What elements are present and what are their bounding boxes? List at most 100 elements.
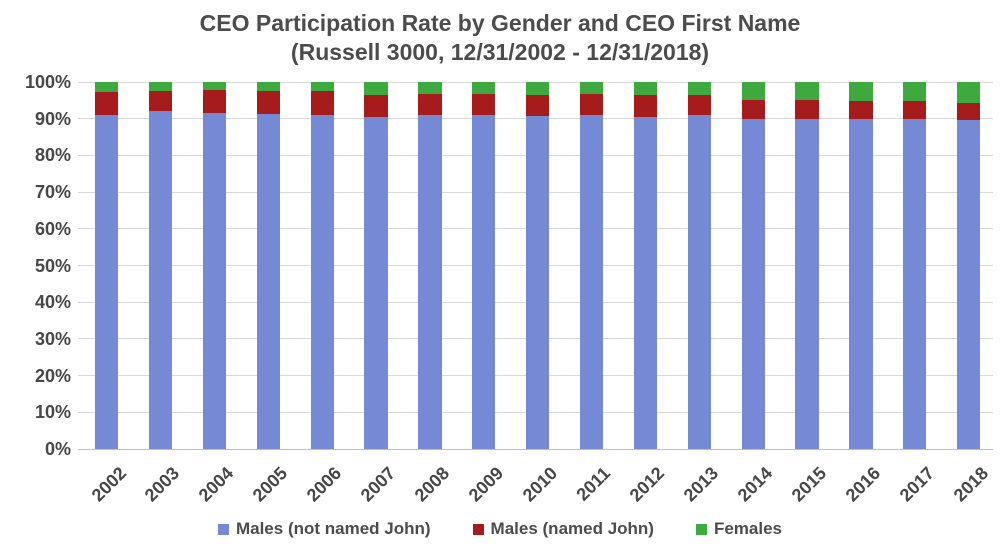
bar-segment-2017-males-not-named-john[interactable] xyxy=(903,118,927,449)
y-axis-label-30%: 30% xyxy=(34,328,71,349)
bar-2011[interactable] xyxy=(579,82,604,449)
legend-item-males-not-named-john[interactable]: Males (not named John) xyxy=(217,519,431,539)
chart-title-line1: CEO Participation Rate by Gender and CEO… xyxy=(199,10,801,36)
bar-2015[interactable] xyxy=(795,82,819,449)
y-axis-label-90%: 90% xyxy=(34,108,71,129)
bar-segment-2002-males-not-named-john[interactable] xyxy=(95,115,119,449)
bar-segment-2002-males-named-john[interactable] xyxy=(95,91,119,116)
legend-swatch-icon xyxy=(217,523,229,535)
legend-label: Males (not named John) xyxy=(235,519,431,538)
x-axis-label-2013: 2013 xyxy=(679,463,723,506)
bar-segment-2016-males-named-john[interactable] xyxy=(849,101,873,119)
x-axis-label-2011: 2011 xyxy=(572,463,615,505)
x-axis-label-2012: 2012 xyxy=(626,463,669,506)
bar-segment-2013-males-named-john[interactable] xyxy=(687,95,711,116)
bar-segment-2011-males-named-john[interactable] xyxy=(579,94,604,116)
x-axis-label-2002: 2002 xyxy=(87,463,130,506)
bar-segment-2018-females[interactable] xyxy=(957,82,981,103)
x-axis-label-2003: 2003 xyxy=(141,463,184,506)
bar-segment-2012-females[interactable] xyxy=(633,82,658,95)
bar-segment-2009-females[interactable] xyxy=(472,82,496,95)
y-axis-label-70%: 70% xyxy=(34,182,71,203)
legend-item-males-named-john[interactable]: Males (named John) xyxy=(472,519,654,539)
bar-segment-2007-males-named-john[interactable] xyxy=(364,94,388,118)
bar-segment-2017-males-named-john[interactable] xyxy=(903,101,927,119)
x-axis-label-2007: 2007 xyxy=(356,463,400,506)
bar-2010[interactable] xyxy=(526,82,550,449)
legend-label: Males (named John) xyxy=(490,519,654,538)
legend-item-females[interactable]: Females xyxy=(695,519,783,539)
bar-segment-2007-males-not-named-john[interactable] xyxy=(364,117,388,449)
bar-segment-2009-males-named-john[interactable] xyxy=(472,94,496,116)
y-axis-label-50%: 50% xyxy=(34,255,71,276)
bar-segment-2016-males-not-named-john[interactable] xyxy=(849,118,873,449)
x-axis-label-2015: 2015 xyxy=(787,463,831,506)
x-axis-label-2005: 2005 xyxy=(248,463,292,506)
bar-segment-2003-males-named-john[interactable] xyxy=(148,90,173,112)
bar-segment-2005-females[interactable] xyxy=(256,82,280,92)
bar-segment-2018-males-named-john[interactable] xyxy=(957,102,981,121)
bar-segment-2014-males-named-john[interactable] xyxy=(741,99,765,119)
gridline-100% xyxy=(78,81,993,83)
bar-2007[interactable] xyxy=(364,82,388,449)
x-axis-label-2014: 2014 xyxy=(733,463,777,506)
x-axis-label-2017: 2017 xyxy=(895,463,938,506)
bar-segment-2008-females[interactable] xyxy=(418,82,442,94)
bar-2004[interactable] xyxy=(202,82,227,449)
legend: Males (not named John) Males (named John)… xyxy=(0,519,1000,539)
bar-segment-2007-females[interactable] xyxy=(364,82,388,95)
bar-segment-2010-males-named-john[interactable] xyxy=(526,94,550,117)
bar-segment-2015-males-named-john[interactable] xyxy=(795,100,819,120)
bar-segment-2013-males-not-named-john[interactable] xyxy=(687,115,711,449)
bar-segment-2012-males-not-named-john[interactable] xyxy=(633,116,658,449)
bar-2012[interactable] xyxy=(633,82,658,449)
legend-swatch-icon xyxy=(472,523,484,535)
bar-segment-2005-males-not-named-john[interactable] xyxy=(256,113,280,449)
bar-segment-2014-males-not-named-john[interactable] xyxy=(741,118,765,449)
legend-swatch-icon xyxy=(695,523,707,535)
bar-2014[interactable] xyxy=(741,82,765,449)
bar-segment-2011-females[interactable] xyxy=(579,82,604,95)
bar-segment-2004-males-not-named-john[interactable] xyxy=(202,112,227,449)
bar-segment-2005-males-named-john[interactable] xyxy=(256,91,280,114)
bar-2005[interactable] xyxy=(256,82,280,449)
bar-2013[interactable] xyxy=(687,82,711,449)
bar-segment-2010-males-not-named-john[interactable] xyxy=(526,116,550,449)
x-axis-label-2010: 2010 xyxy=(518,463,561,506)
bar-segment-2009-males-not-named-john[interactable] xyxy=(472,115,496,449)
y-axis-label-100%: 100% xyxy=(24,72,71,92)
bar-segment-2012-males-named-john[interactable] xyxy=(633,94,658,117)
bar-segment-2008-males-named-john[interactable] xyxy=(418,93,442,115)
bar-2002[interactable] xyxy=(95,82,119,449)
bar-segment-2011-males-not-named-john[interactable] xyxy=(579,115,604,449)
x-axis-label-2006: 2006 xyxy=(302,463,346,506)
bar-segment-2004-males-named-john[interactable] xyxy=(202,89,227,113)
bar-segment-2002-females[interactable] xyxy=(95,82,119,92)
bar-2003[interactable] xyxy=(148,82,173,449)
bar-segment-2006-females[interactable] xyxy=(310,82,334,91)
legend-label: Females xyxy=(713,519,783,538)
bar-2016[interactable] xyxy=(849,82,873,449)
bar-segment-2014-females[interactable] xyxy=(741,82,765,100)
bar-segment-2003-males-not-named-john[interactable] xyxy=(148,111,173,449)
y-axis-label-10%: 10% xyxy=(34,402,71,423)
bar-segment-2018-males-not-named-john[interactable] xyxy=(957,120,981,449)
bar-segment-2015-females[interactable] xyxy=(795,82,819,101)
bar-segment-2017-females[interactable] xyxy=(903,82,927,102)
bar-segment-2006-males-named-john[interactable] xyxy=(310,90,334,116)
bar-segment-2008-males-not-named-john[interactable] xyxy=(418,114,442,449)
bar-segment-2016-females[interactable] xyxy=(849,82,873,102)
x-axis-label-2009: 2009 xyxy=(464,463,507,506)
bar-segment-2004-females[interactable] xyxy=(202,82,227,90)
bar-2006[interactable] xyxy=(310,82,334,449)
bar-segment-2010-females[interactable] xyxy=(526,82,550,95)
bar-segment-2015-males-not-named-john[interactable] xyxy=(795,119,819,449)
bar-segment-2013-females[interactable] xyxy=(687,82,711,96)
bar-2008[interactable] xyxy=(418,82,442,449)
bar-2009[interactable] xyxy=(472,82,496,449)
bar-segment-2006-males-not-named-john[interactable] xyxy=(310,115,334,449)
bar-2018[interactable] xyxy=(957,82,981,449)
bar-segment-2003-females[interactable] xyxy=(148,82,173,91)
bar-2017[interactable] xyxy=(903,82,927,449)
